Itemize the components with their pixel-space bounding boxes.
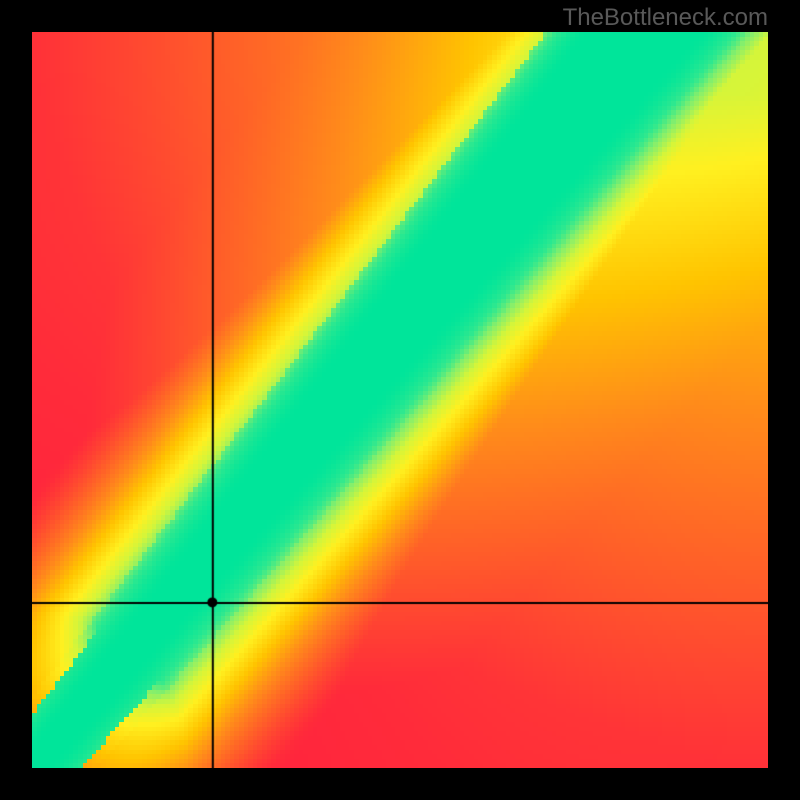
crosshair-overlay <box>32 32 768 768</box>
watermark-text: TheBottleneck.com <box>563 4 768 32</box>
figure-container: TheBottleneck.com <box>0 0 800 800</box>
